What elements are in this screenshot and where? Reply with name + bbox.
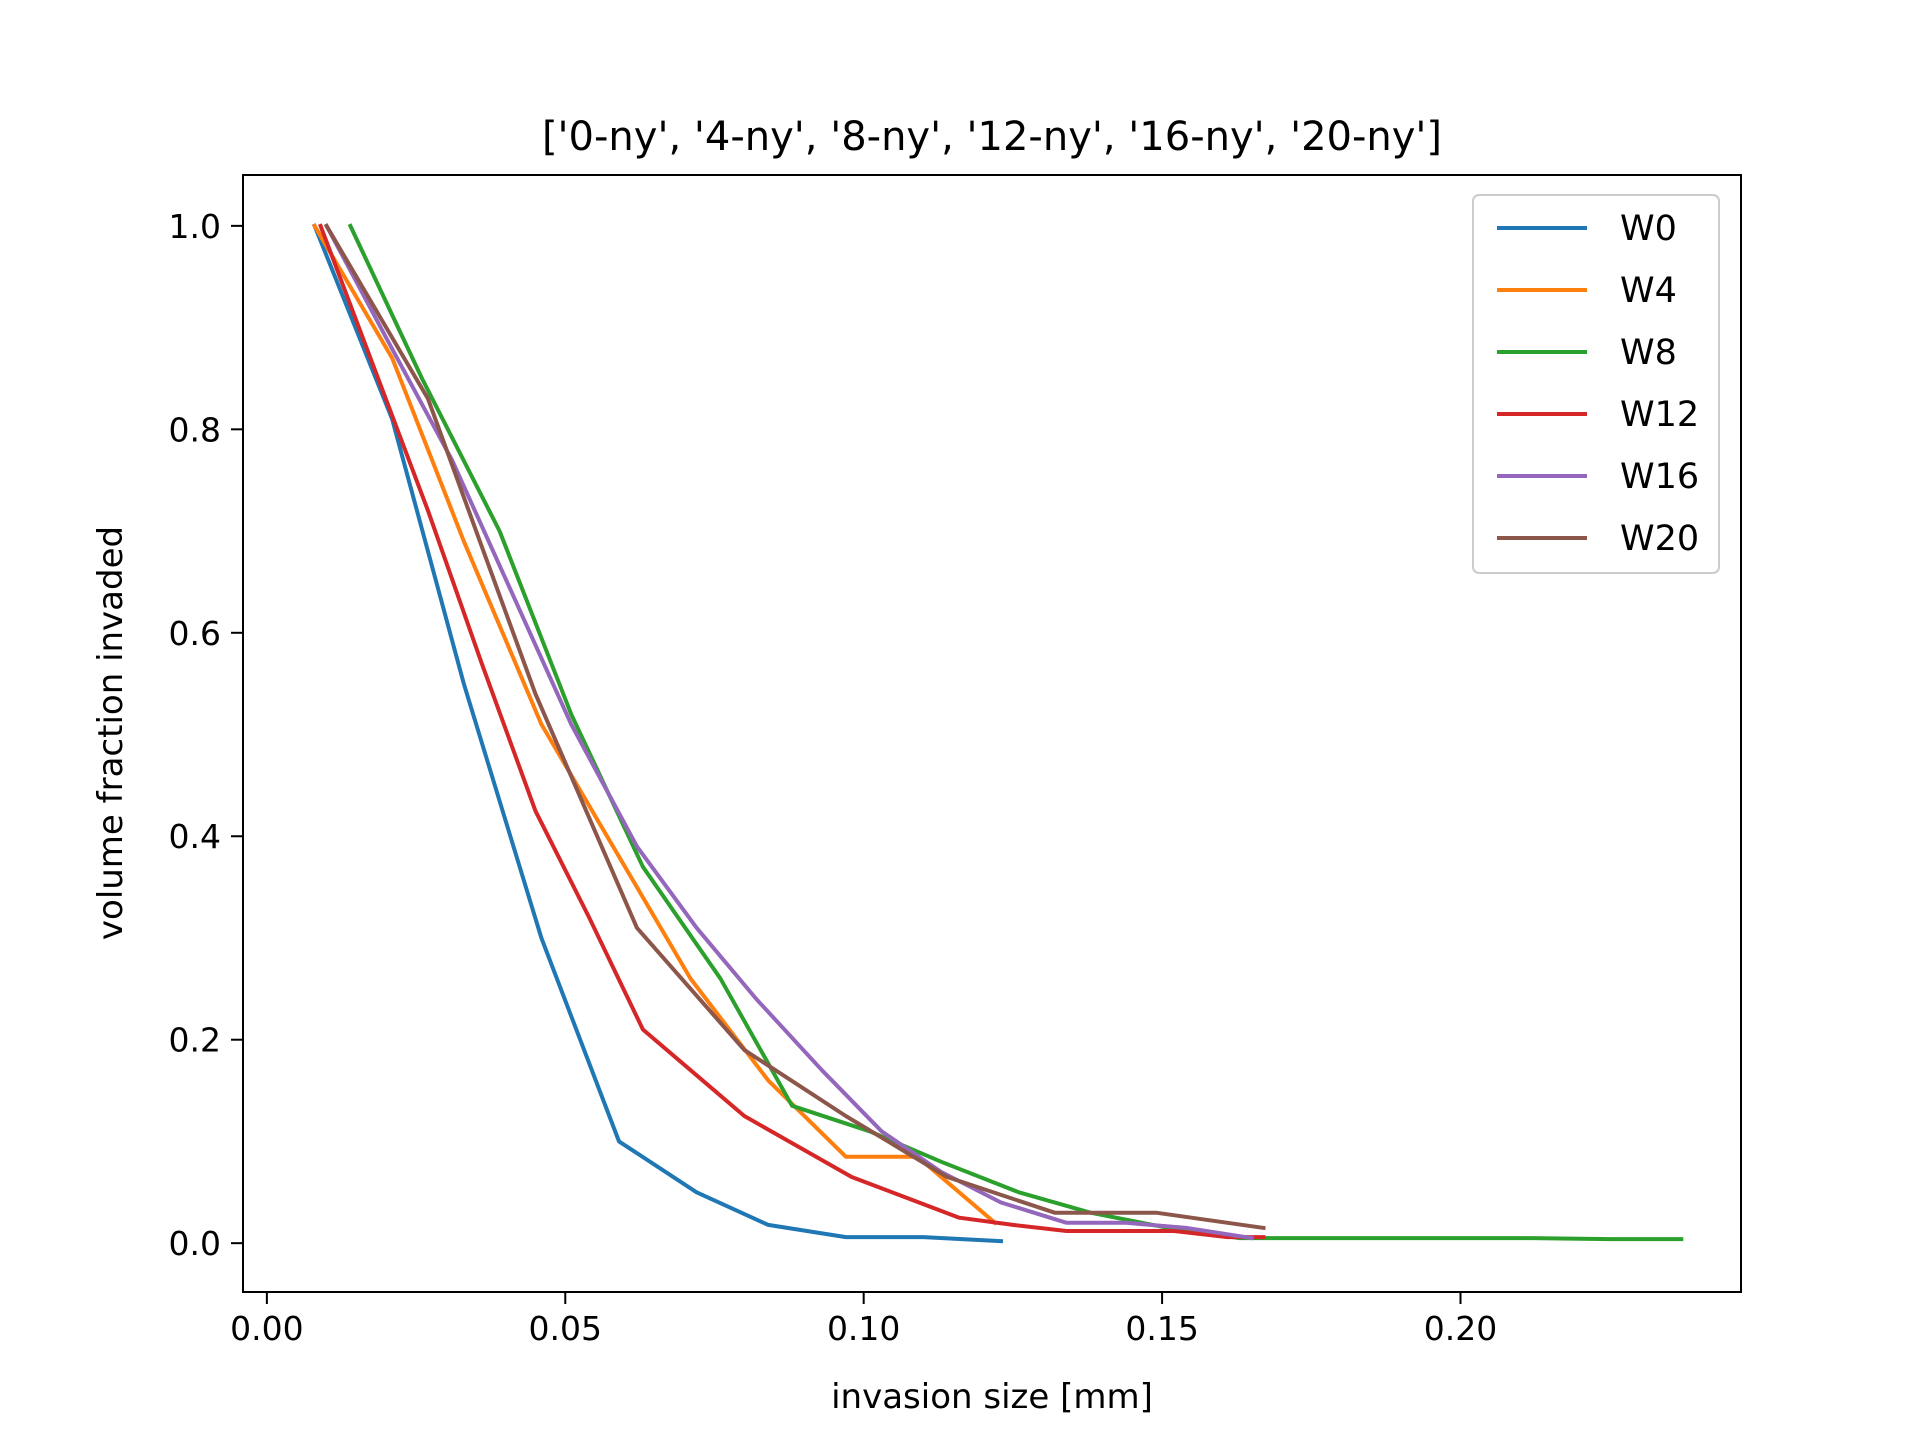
legend-label-w12: W12: [1620, 395, 1699, 435]
y-tick-label: 0.4: [169, 817, 221, 856]
legend-label-w0: W0: [1620, 209, 1677, 249]
series-line-w20: [323, 223, 1266, 1231]
plot-frame: [242, 174, 1742, 1293]
y-tick-label: 0.6: [169, 614, 221, 653]
x-tick-label: 0.10: [827, 1309, 900, 1348]
chart-title: ['0-ny', '4-ny', '8-ny', '12-ny', '16-ny…: [542, 114, 1442, 160]
y-axis-label: volume fraction invaded: [91, 526, 131, 940]
series-line-w16: [323, 223, 1254, 1241]
legend-label-w8: W8: [1620, 333, 1677, 373]
x-axis-label: invasion size [mm]: [831, 1377, 1153, 1417]
legend: W0 W4 W8 W12 W16 W20: [1472, 194, 1720, 574]
series-line-w12: [318, 223, 1266, 1240]
legend-box: [1472, 194, 1720, 574]
y-tick-label: 0.8: [169, 410, 221, 449]
legend-label-w4: W4: [1620, 271, 1677, 311]
y-tick-label: 1.0: [169, 207, 221, 246]
x-tick-label: 0.15: [1125, 1309, 1198, 1348]
y-axis-ticks: 0.0 0.2 0.4 0.6 0.8 1.0: [169, 207, 243, 1263]
x-tick-label: 0.00: [230, 1309, 303, 1348]
series-line-w8: [347, 223, 1684, 1242]
plot-lines: [311, 223, 1684, 1244]
y-tick-label: 0.0: [169, 1224, 221, 1263]
series-line-w0: [311, 223, 1004, 1244]
legend-label-w20: W20: [1620, 519, 1699, 559]
x-tick-label: 0.20: [1424, 1309, 1497, 1348]
x-axis-ticks: 0.00 0.05 0.10 0.15 0.20: [230, 1292, 1497, 1348]
y-tick-label: 0.2: [169, 1021, 221, 1060]
x-tick-label: 0.05: [529, 1309, 602, 1348]
series-line-w4: [311, 223, 998, 1226]
legend-label-w16: W16: [1620, 457, 1699, 497]
